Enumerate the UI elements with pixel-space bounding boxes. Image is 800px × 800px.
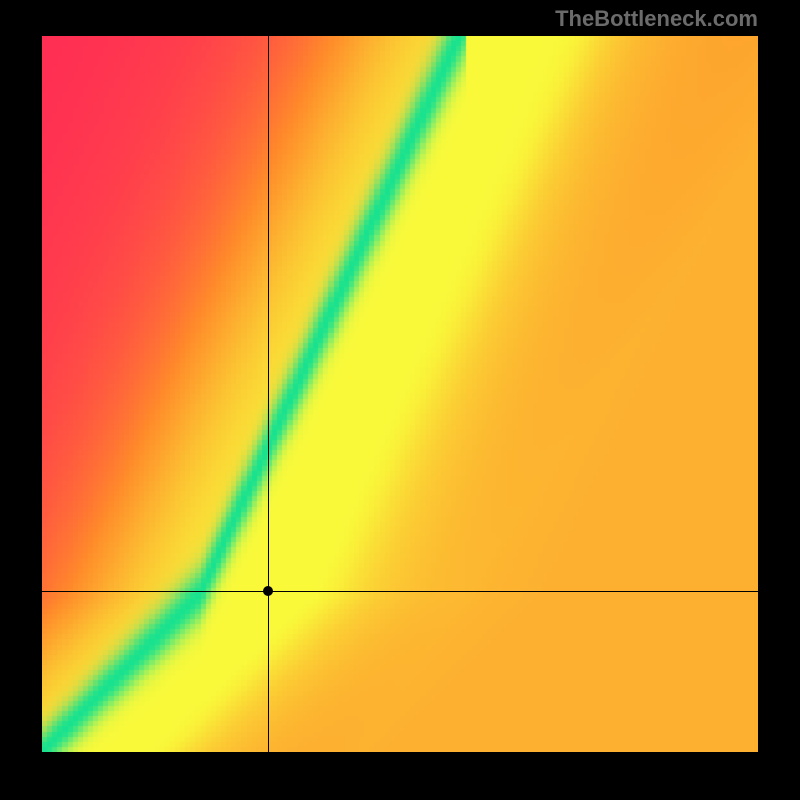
crosshair-vertical bbox=[268, 36, 269, 752]
heatmap-canvas bbox=[42, 36, 758, 752]
watermark: TheBottleneck.com bbox=[555, 6, 758, 32]
plot-area bbox=[42, 36, 758, 752]
crosshair-horizontal bbox=[42, 591, 758, 592]
crosshair-dot bbox=[263, 586, 273, 596]
